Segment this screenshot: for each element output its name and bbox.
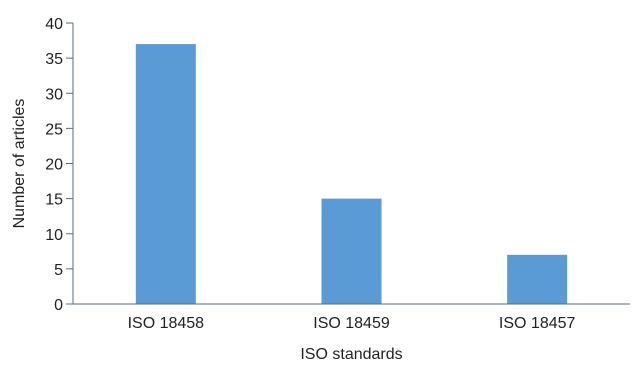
x-axis-category-labels: ISO 18458 ISO 18459 ISO 18457 [128,315,576,332]
x-category-label: ISO 18457 [499,315,576,332]
y-axis-ticks: 0 5 10 15 20 25 30 35 40 [45,16,73,314]
y-tick-label: 30 [45,86,63,103]
y-tick-label: 10 [45,227,63,244]
y-axis-title: Number of articles [11,99,28,229]
y-tick-label: 15 [45,192,63,209]
x-axis-title: ISO standards [300,346,402,363]
bars [135,44,568,304]
y-tick-label: 20 [45,157,63,174]
y-tick-label: 40 [45,16,63,33]
bar-iso-18457 [507,254,568,304]
y-tick-label: 35 [45,51,63,68]
y-tick-label: 25 [45,121,63,138]
y-tick-label: 0 [54,297,63,314]
bar-iso-18458 [135,44,196,304]
bar-iso-18459 [321,198,382,304]
y-tick-label: 5 [54,262,63,279]
x-category-label: ISO 18458 [128,315,205,332]
x-category-label: ISO 18459 [313,315,390,332]
